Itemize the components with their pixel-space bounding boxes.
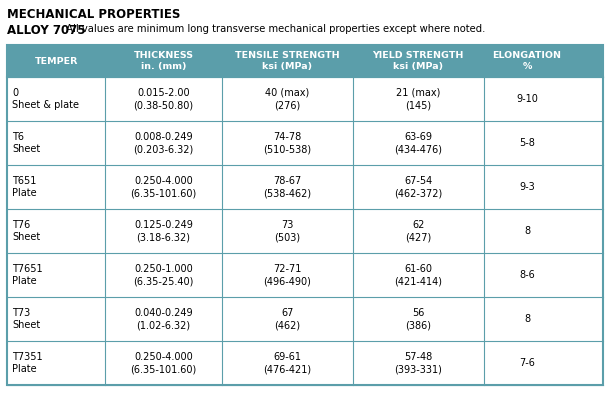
Bar xyxy=(7,209,603,253)
Text: 61-60
(421-414): 61-60 (421-414) xyxy=(394,263,442,286)
Text: THICKNESS
in. (mm): THICKNESS in. (mm) xyxy=(134,51,193,71)
Text: 5-8: 5-8 xyxy=(519,138,535,148)
Text: 9-3: 9-3 xyxy=(519,182,535,192)
Text: 67-54
(462-372): 67-54 (462-372) xyxy=(394,176,442,198)
Text: T73
Sheet: T73 Sheet xyxy=(12,308,40,330)
Text: 0
Sheet & plate: 0 Sheet & plate xyxy=(12,87,79,110)
Text: 8: 8 xyxy=(524,226,530,236)
Text: 0.250-4.000
(6.35-101.60): 0.250-4.000 (6.35-101.60) xyxy=(131,176,196,198)
Text: T7651
Plate: T7651 Plate xyxy=(12,263,43,286)
Text: 0.015-2.00
(0.38-50.80): 0.015-2.00 (0.38-50.80) xyxy=(134,87,193,110)
Text: 67
(462): 67 (462) xyxy=(274,308,300,330)
Text: 56
(386): 56 (386) xyxy=(405,308,431,330)
Text: 73
(503): 73 (503) xyxy=(274,220,300,242)
Text: 0.125-0.249
(3.18-6.32): 0.125-0.249 (3.18-6.32) xyxy=(134,220,193,242)
Text: 0.250-1.000
(6.35-25.40): 0.250-1.000 (6.35-25.40) xyxy=(133,263,193,286)
Bar xyxy=(7,77,603,121)
Text: ALLOY 7075: ALLOY 7075 xyxy=(7,24,85,37)
Bar xyxy=(7,253,603,297)
Text: 63-69
(434-476): 63-69 (434-476) xyxy=(394,132,442,154)
Text: 74-78
(510-538): 74-78 (510-538) xyxy=(263,132,311,154)
Bar xyxy=(7,341,603,385)
Text: 8-6: 8-6 xyxy=(519,270,535,280)
Text: 21 (max)
(145): 21 (max) (145) xyxy=(396,87,440,110)
Text: All values are minimum long transverse mechanical properties except where noted.: All values are minimum long transverse m… xyxy=(63,24,486,34)
Text: 69-61
(476-421): 69-61 (476-421) xyxy=(263,352,311,375)
Text: T7351
Plate: T7351 Plate xyxy=(12,352,43,375)
Text: ELONGATION
%: ELONGATION % xyxy=(492,51,562,71)
Text: TENSILE STRENGTH
ksi (MPa): TENSILE STRENGTH ksi (MPa) xyxy=(235,51,339,71)
Bar xyxy=(7,45,603,77)
Text: MECHANICAL PROPERTIES: MECHANICAL PROPERTIES xyxy=(7,8,181,21)
Text: 72-71
(496-490): 72-71 (496-490) xyxy=(263,263,311,286)
Text: T6
Sheet: T6 Sheet xyxy=(12,132,40,154)
Text: 57-48
(393-331): 57-48 (393-331) xyxy=(394,352,442,375)
Text: 7-6: 7-6 xyxy=(519,358,535,368)
Text: 8: 8 xyxy=(524,314,530,324)
Bar xyxy=(7,165,603,209)
Text: T651
Plate: T651 Plate xyxy=(12,176,37,198)
Text: YIELD STRENGTH
ksi (MPa): YIELD STRENGTH ksi (MPa) xyxy=(373,51,464,71)
Text: 40 (max)
(276): 40 (max) (276) xyxy=(265,87,309,110)
Text: 0.250-4.000
(6.35-101.60): 0.250-4.000 (6.35-101.60) xyxy=(131,352,196,375)
Text: T76
Sheet: T76 Sheet xyxy=(12,220,40,242)
Bar xyxy=(7,45,603,385)
Bar xyxy=(7,297,603,341)
Text: 0.008-0.249
(0.203-6.32): 0.008-0.249 (0.203-6.32) xyxy=(134,132,193,154)
Text: 78-67
(538-462): 78-67 (538-462) xyxy=(263,176,311,198)
Text: 0.040-0.249
(1.02-6.32): 0.040-0.249 (1.02-6.32) xyxy=(134,308,193,330)
Text: 62
(427): 62 (427) xyxy=(405,220,431,242)
Text: 9-10: 9-10 xyxy=(516,94,538,104)
Text: TEMPER: TEMPER xyxy=(35,57,78,65)
Bar xyxy=(7,121,603,165)
